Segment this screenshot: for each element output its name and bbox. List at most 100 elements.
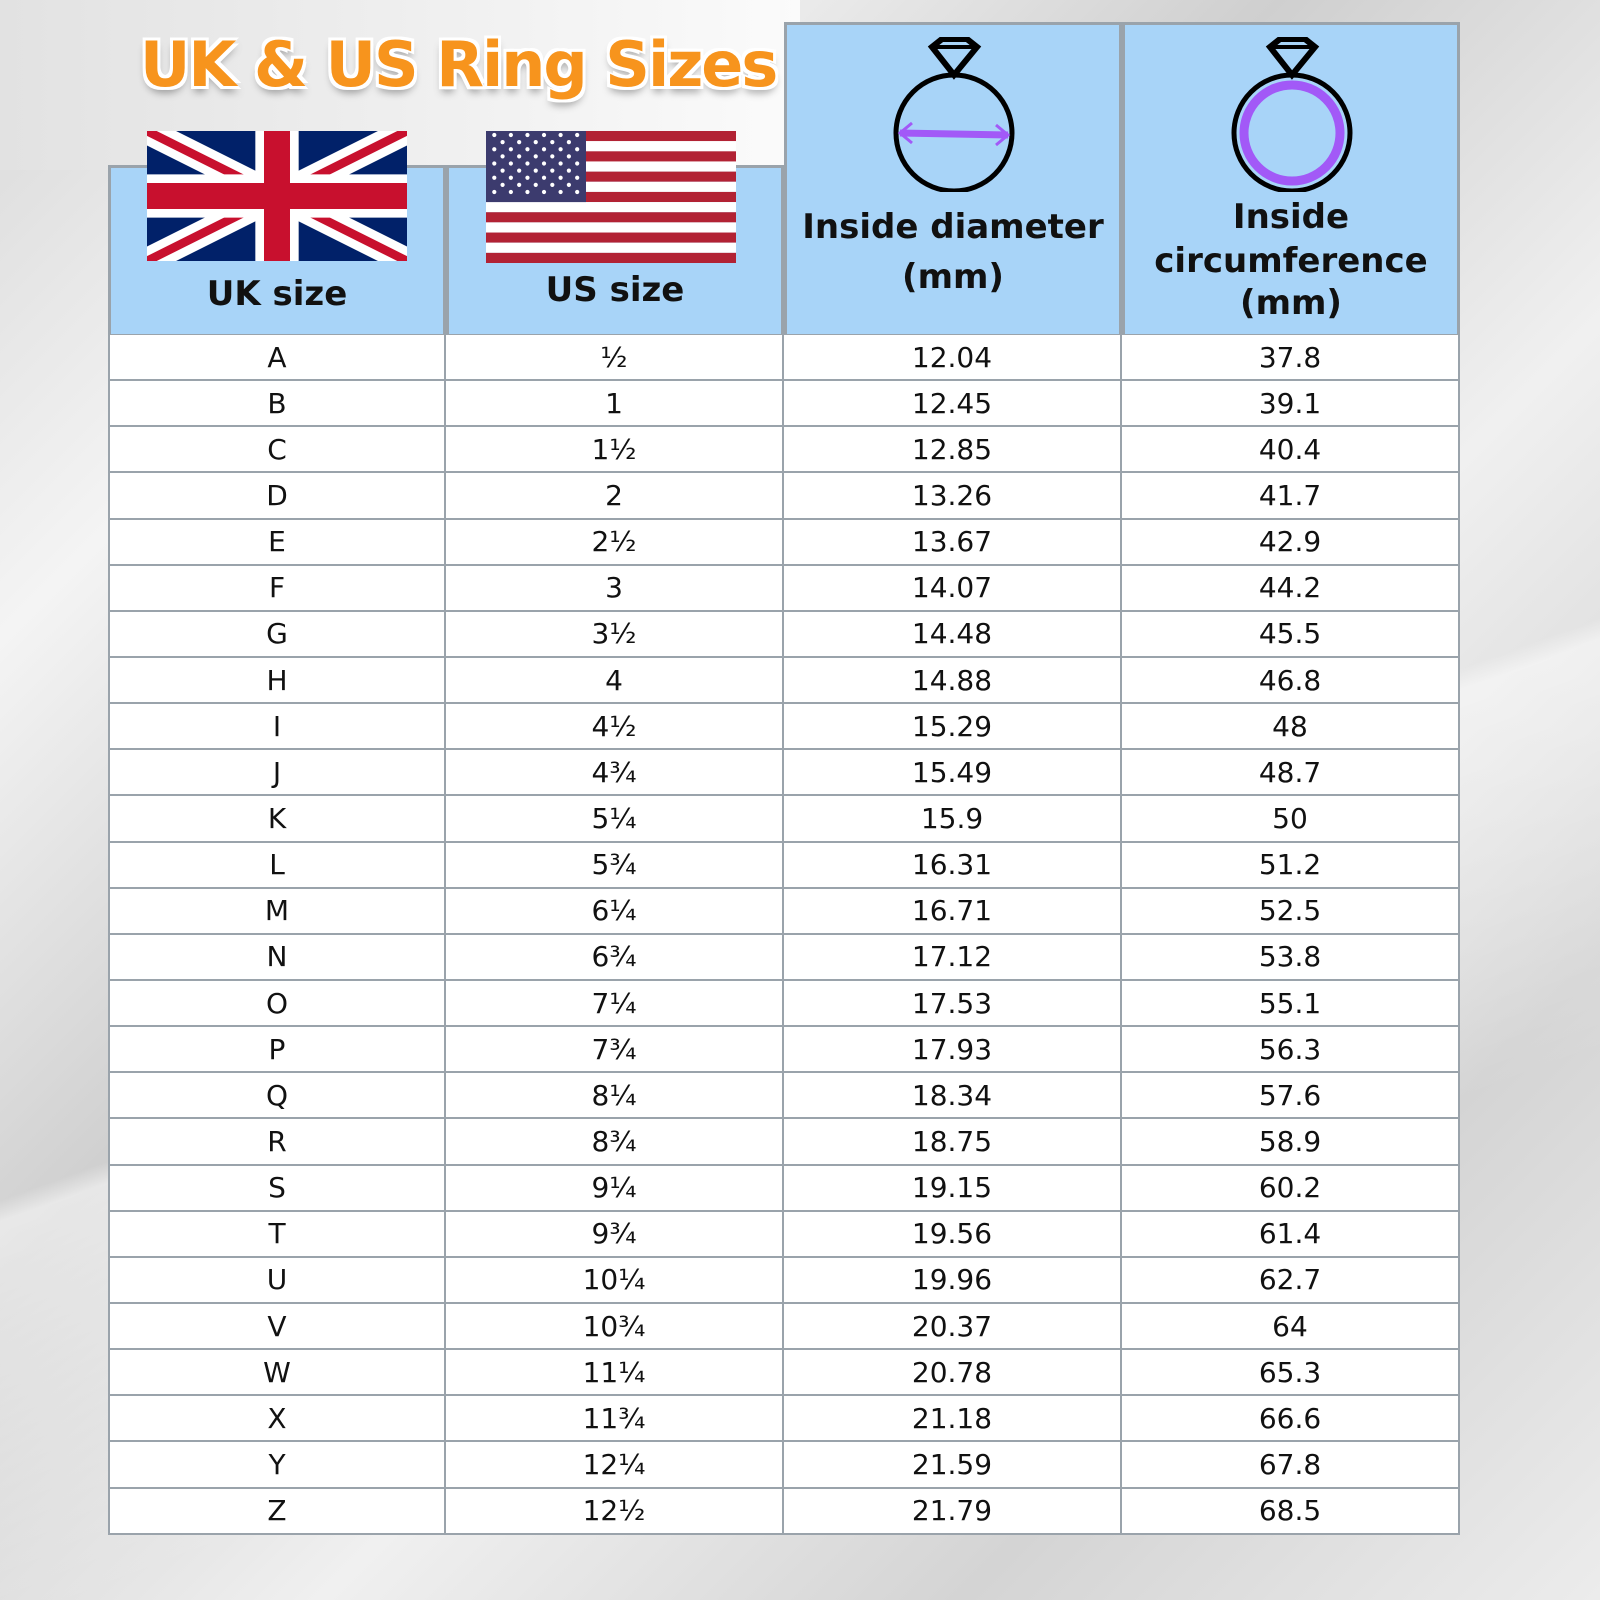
cell-uk-size: D xyxy=(108,473,446,520)
header-label: circumference xyxy=(1154,241,1428,281)
table-row: B 1 12.45 39.1 xyxy=(108,381,1460,428)
cell-us-size: 11¼ xyxy=(446,1350,784,1397)
cell-us-size: 8¾ xyxy=(446,1119,784,1166)
cell-us-size: 8¼ xyxy=(446,1073,784,1120)
cell-inside-circumference: 64 xyxy=(1122,1303,1460,1351)
table-row: L 5¾ 16.31 51.2 xyxy=(108,842,1460,889)
cell-uk-size: Z xyxy=(108,1488,446,1535)
cell-inside-circumference: 37.8 xyxy=(1122,335,1460,382)
cell-inside-circumference: 42.9 xyxy=(1122,519,1460,566)
cell-us-size: 12¼ xyxy=(446,1442,784,1489)
cell-us-size: 3 xyxy=(446,565,784,612)
cell-us-size: 4¾ xyxy=(446,750,784,797)
table-row: H 4 14.88 46.8 xyxy=(108,657,1460,705)
cell-uk-size: O xyxy=(108,980,446,1028)
header-label: Inside xyxy=(1232,197,1350,237)
cell-uk-size: X xyxy=(108,1396,446,1443)
cell-inside-circumference: 58.9 xyxy=(1122,1119,1460,1166)
cell-us-size: 1 xyxy=(446,381,784,428)
cell-inside-circumference: 51.2 xyxy=(1122,842,1460,889)
cell-uk-size: K xyxy=(108,796,446,843)
cell-inside-circumference: 62.7 xyxy=(1122,1257,1460,1304)
cell-us-size: 2½ xyxy=(446,519,784,566)
cell-uk-size: J xyxy=(108,750,446,797)
cell-uk-size: N xyxy=(108,934,446,981)
header-label: Inside diameter xyxy=(802,207,1104,247)
cell-uk-size: Y xyxy=(108,1442,446,1489)
cell-inside-circumference: 40.4 xyxy=(1122,427,1460,474)
cell-inside-diameter: 15.9 xyxy=(784,796,1122,843)
cell-inside-diameter: 16.71 xyxy=(784,888,1122,935)
cell-inside-diameter: 13.26 xyxy=(784,473,1122,520)
header-label: (mm) xyxy=(902,257,1004,297)
header-inside-circumference: Inside circumference (mm) xyxy=(1122,22,1460,337)
cell-inside-circumference: 60.2 xyxy=(1122,1165,1460,1212)
cell-inside-diameter: 19.96 xyxy=(784,1257,1122,1304)
cell-uk-size: H xyxy=(108,657,446,705)
cell-uk-size: F xyxy=(108,565,446,612)
cell-us-size: 4½ xyxy=(446,704,784,751)
cell-inside-diameter: 13.67 xyxy=(784,519,1122,566)
table-row: X 11¾ 21.18 66.6 xyxy=(108,1396,1460,1443)
header-label: US size xyxy=(545,270,685,310)
cell-us-size: 9¼ xyxy=(446,1165,784,1212)
cell-uk-size: V xyxy=(108,1303,446,1351)
cell-uk-size: M xyxy=(108,888,446,935)
cell-inside-diameter: 21.18 xyxy=(784,1396,1122,1443)
cell-inside-circumference: 68.5 xyxy=(1122,1488,1460,1535)
cell-uk-size: P xyxy=(108,1027,446,1074)
table-row: U 10¼ 19.96 62.7 xyxy=(108,1257,1460,1304)
table-row: T 9¾ 19.56 61.4 xyxy=(108,1211,1460,1258)
cell-inside-circumference: 50 xyxy=(1122,796,1460,843)
cell-inside-circumference: 48.7 xyxy=(1122,750,1460,797)
header-label: UK size xyxy=(206,274,348,314)
cell-inside-diameter: 20.78 xyxy=(784,1350,1122,1397)
cell-inside-diameter: 14.48 xyxy=(784,611,1122,658)
cell-us-size: 1½ xyxy=(446,427,784,474)
cell-inside-diameter: 19.56 xyxy=(784,1211,1122,1258)
cell-inside-circumference: 56.3 xyxy=(1122,1027,1460,1074)
cell-inside-circumference: 39.1 xyxy=(1122,381,1460,428)
table-row: M 6¼ 16.71 52.5 xyxy=(108,888,1460,935)
header-inside-diameter: Inside diameter (mm) xyxy=(784,22,1122,337)
cell-us-size: 11¾ xyxy=(446,1396,784,1443)
cell-uk-size: Q xyxy=(108,1073,446,1120)
table-row: J 4¾ 15.49 48.7 xyxy=(108,750,1460,797)
cell-inside-diameter: 12.45 xyxy=(784,381,1122,428)
cell-us-size: 7¼ xyxy=(446,980,784,1028)
page-title: UK & US Ring Sizes xyxy=(140,28,778,101)
cell-inside-diameter: 19.15 xyxy=(784,1165,1122,1212)
table-body: A ½ 12.04 37.8 B 1 12.45 39.1 C 1½ 12.85 40.4 D 2 13.2… xyxy=(108,335,1460,1535)
us-flag-icon xyxy=(486,131,736,263)
cell-inside-diameter: 12.04 xyxy=(784,335,1122,382)
cell-uk-size: I xyxy=(108,704,446,751)
cell-uk-size: E xyxy=(108,519,446,566)
cell-inside-circumference: 55.1 xyxy=(1122,980,1460,1028)
cell-uk-size: C xyxy=(108,427,446,474)
uk-flag-icon xyxy=(147,131,407,261)
cell-us-size: 4 xyxy=(446,657,784,705)
table-row: C 1½ 12.85 40.4 xyxy=(108,427,1460,474)
cell-us-size: 6¾ xyxy=(446,934,784,981)
table-row: W 11¼ 20.78 65.3 xyxy=(108,1350,1460,1397)
cell-inside-circumference: 44.2 xyxy=(1122,565,1460,612)
ring-circumference-icon xyxy=(1231,37,1353,192)
cell-uk-size: W xyxy=(108,1350,446,1397)
cell-us-size: ½ xyxy=(446,335,784,382)
cell-inside-circumference: 52.5 xyxy=(1122,888,1460,935)
cell-inside-circumference: 61.4 xyxy=(1122,1211,1460,1258)
table-row: Q 8¼ 18.34 57.6 xyxy=(108,1073,1460,1120)
table-row: O 7¼ 17.53 55.1 xyxy=(108,980,1460,1028)
table-row: F 3 14.07 44.2 xyxy=(108,565,1460,612)
table-row: G 3½ 14.48 45.5 xyxy=(108,611,1460,658)
cell-inside-circumference: 45.5 xyxy=(1122,611,1460,658)
cell-inside-diameter: 21.79 xyxy=(784,1488,1122,1535)
cell-inside-circumference: 65.3 xyxy=(1122,1350,1460,1397)
table-row: N 6¾ 17.12 53.8 xyxy=(108,934,1460,981)
cell-uk-size: A xyxy=(108,335,446,382)
cell-inside-diameter: 15.49 xyxy=(784,750,1122,797)
cell-uk-size: R xyxy=(108,1119,446,1166)
cell-uk-size: U xyxy=(108,1257,446,1304)
cell-inside-circumference: 67.8 xyxy=(1122,1442,1460,1489)
cell-us-size: 12½ xyxy=(446,1488,784,1535)
